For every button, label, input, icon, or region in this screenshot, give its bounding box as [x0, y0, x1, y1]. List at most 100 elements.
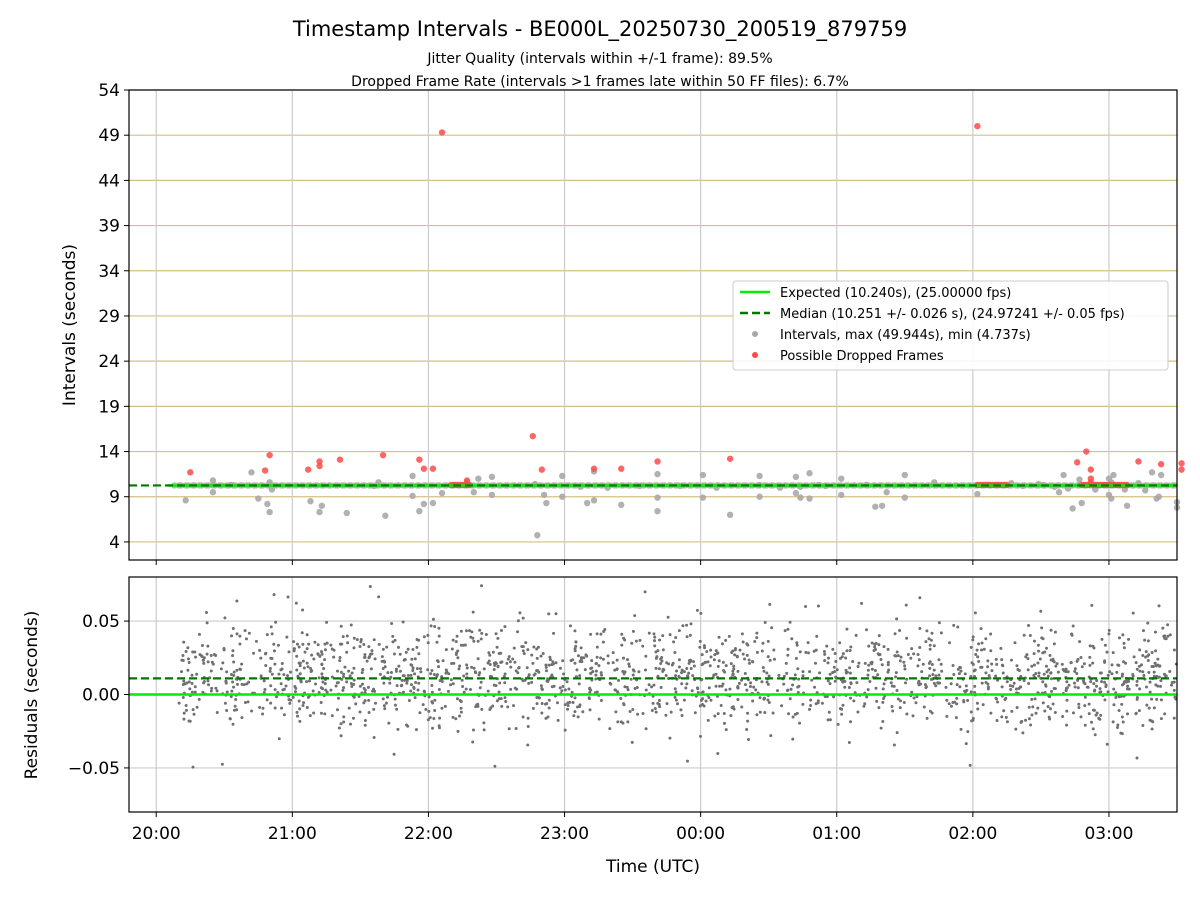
- residual-point: [784, 661, 788, 665]
- residual-point: [1104, 685, 1108, 689]
- residual-point: [611, 651, 615, 655]
- residual-point: [689, 622, 693, 626]
- residual-point: [258, 705, 262, 709]
- residual-point: [766, 682, 770, 686]
- residual-point: [1088, 644, 1092, 648]
- interval-point: [792, 489, 800, 497]
- residual-point: [652, 632, 656, 636]
- residual-point: [380, 655, 384, 659]
- residual-point: [238, 634, 242, 638]
- residual-point: [339, 624, 343, 628]
- x-tick-label: 22:00: [404, 824, 453, 844]
- residual-point: [383, 707, 387, 711]
- residual-point: [393, 638, 397, 642]
- intervals-y-tick-label: 4: [109, 533, 120, 553]
- residual-point: [1041, 680, 1045, 684]
- x-tick-label: 03:00: [1084, 824, 1133, 844]
- residual-point: [201, 690, 205, 694]
- residual-point: [507, 655, 511, 659]
- residual-point: [796, 685, 800, 689]
- residual-point: [544, 663, 548, 667]
- residual-point: [526, 716, 530, 720]
- residual-point: [507, 727, 511, 731]
- residual-point: [677, 629, 681, 633]
- residual-point: [562, 672, 566, 676]
- residual-point: [265, 698, 269, 702]
- residual-point: [828, 672, 832, 676]
- residual-point: [200, 654, 204, 658]
- residual-point: [363, 718, 367, 722]
- residual-point: [1024, 718, 1028, 722]
- interval-point: [878, 502, 886, 509]
- residual-point: [432, 673, 436, 677]
- residual-point: [478, 686, 482, 690]
- residual-point: [658, 638, 662, 642]
- residual-point: [459, 710, 463, 714]
- residual-point: [1048, 717, 1052, 721]
- residual-point: [644, 688, 648, 692]
- residual-point: [748, 685, 752, 689]
- residual-point: [1145, 703, 1149, 707]
- residual-point: [1029, 723, 1033, 727]
- residual-point: [627, 662, 631, 666]
- residual-point: [334, 684, 338, 688]
- residual-point: [573, 647, 577, 651]
- residual-point: [209, 654, 213, 658]
- residual-point: [910, 690, 914, 694]
- residual-point: [702, 644, 706, 648]
- residual-point: [1046, 674, 1050, 678]
- residual-point: [973, 684, 977, 688]
- residual-point: [273, 706, 277, 710]
- residual-point: [574, 640, 578, 644]
- residual-point: [288, 670, 292, 674]
- intervals-y-tick-label: 54: [98, 81, 120, 101]
- residual-point: [855, 681, 859, 685]
- residual-point: [1088, 663, 1092, 667]
- residual-point: [675, 669, 679, 673]
- residual-point: [225, 670, 229, 674]
- residual-point: [413, 696, 417, 700]
- residual-point: [801, 674, 805, 678]
- residual-point: [1036, 706, 1040, 710]
- residual-point: [1172, 680, 1176, 684]
- residual-point: [426, 668, 430, 672]
- residual-point: [720, 684, 724, 688]
- residual-point: [1095, 711, 1099, 715]
- residual-point: [650, 685, 654, 689]
- residual-point: [471, 740, 475, 744]
- residual-point: [455, 697, 459, 701]
- residual-point: [981, 703, 985, 707]
- residual-point: [893, 654, 897, 658]
- residual-point: [521, 679, 525, 683]
- residual-point: [261, 712, 265, 716]
- residual-point: [949, 682, 953, 686]
- residual-point: [240, 682, 244, 686]
- residual-point: [352, 678, 356, 682]
- residual-point: [426, 718, 430, 722]
- residual-point: [882, 645, 886, 649]
- residual-point: [626, 688, 630, 692]
- residual-point: [620, 643, 624, 647]
- residual-point: [1002, 709, 1006, 713]
- residual-point: [597, 664, 601, 668]
- residual-point: [435, 673, 439, 677]
- residual-point: [1147, 653, 1151, 657]
- residual-point: [455, 634, 459, 638]
- residual-point: [761, 641, 765, 645]
- residual-point: [937, 673, 941, 677]
- residual-point: [936, 681, 940, 685]
- residual-point: [547, 698, 551, 702]
- residual-point: [238, 668, 242, 672]
- residual-point: [372, 638, 376, 642]
- residual-point: [441, 659, 445, 663]
- residual-point: [340, 677, 344, 681]
- residual-point: [672, 640, 676, 644]
- residual-point: [979, 627, 983, 631]
- residual-point: [1111, 720, 1115, 724]
- residual-point: [360, 671, 364, 675]
- residual-point: [190, 673, 194, 677]
- residual-point: [526, 743, 530, 747]
- residual-point: [749, 681, 753, 685]
- residual-point: [454, 717, 458, 721]
- residual-point: [470, 630, 474, 634]
